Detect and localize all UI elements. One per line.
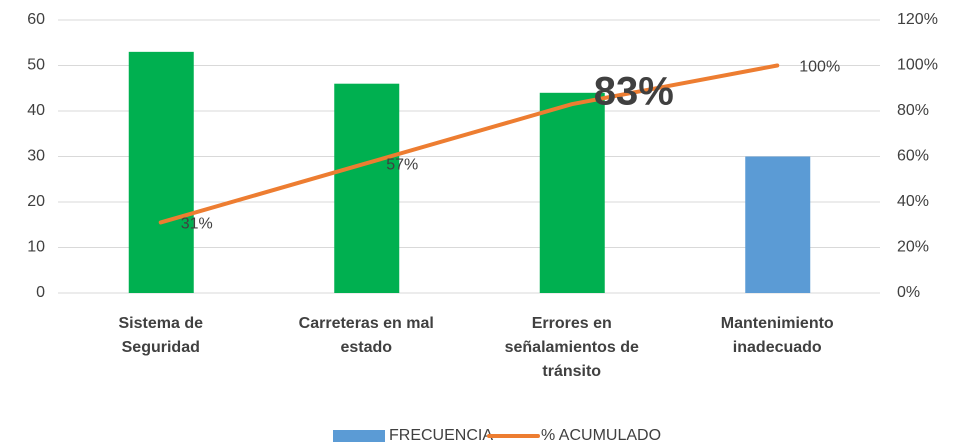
y-tick-label: 0: [36, 284, 45, 301]
y-tick-label: 60: [27, 11, 45, 28]
y2-tick-label: 80%: [897, 102, 929, 119]
x-tick-label: Errores en señalamientos de tránsito: [504, 315, 639, 380]
x-tick-label: Carreteras en mal estado: [298, 315, 434, 356]
bar: [539, 92, 605, 293]
y2-tick-label: 120%: [897, 11, 938, 28]
legend-label: % ACUMULADO: [541, 427, 661, 444]
y-tick-label: 30: [27, 148, 45, 165]
y2-tick-label: 20%: [897, 239, 929, 256]
x-tick-label: Sistema de Seguridad: [118, 315, 203, 356]
y2-tick-label: 0%: [897, 284, 920, 301]
bar: [128, 51, 194, 293]
y-tick-label: 20: [27, 193, 45, 210]
bar: [745, 156, 811, 293]
y-tick-label: 40: [27, 102, 45, 119]
data-label: 100%: [799, 59, 840, 76]
y-tick-label: 10: [27, 239, 45, 256]
legend-label: FRECUENCIA: [389, 427, 493, 444]
y2-tick-label: 40%: [897, 193, 929, 210]
data-label: 83%: [594, 70, 674, 114]
x-tick-label: Mantenimiento inadecuado: [720, 315, 834, 356]
y2-tick-label: 100%: [897, 57, 938, 74]
line: [158, 63, 780, 225]
y2-tick-label: 60%: [897, 148, 929, 165]
data-label: 31%: [181, 216, 213, 233]
legend-swatch: [333, 430, 385, 442]
bar: [334, 83, 400, 293]
data-label: 57%: [386, 157, 418, 174]
y-tick-label: 50: [27, 57, 45, 74]
